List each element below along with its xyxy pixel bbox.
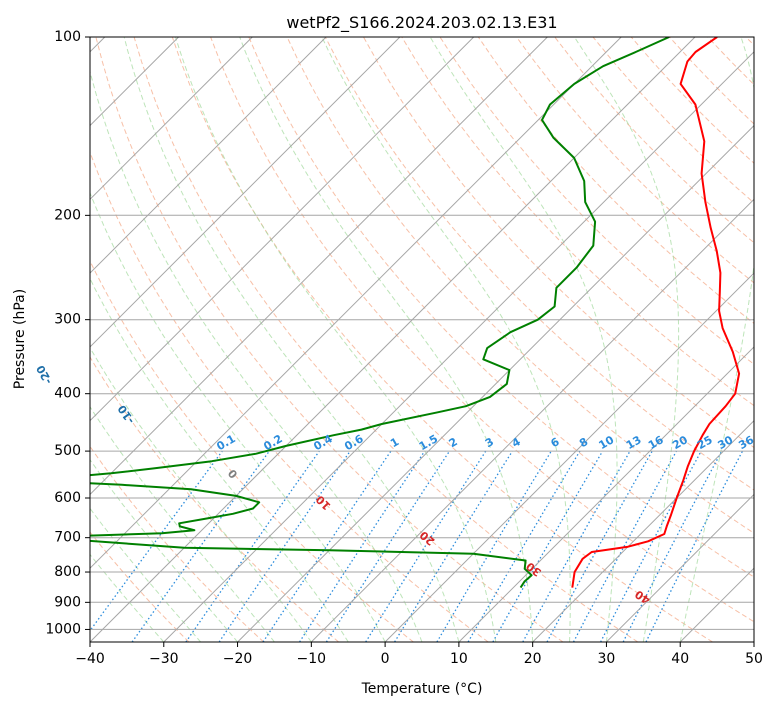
isotherm-line <box>310 198 754 642</box>
isotherm-line <box>163 51 754 642</box>
isotherm-line <box>237 124 754 642</box>
isotherm-line <box>90 37 253 201</box>
axis-layer: −40 −30 −20 −10 0 10 20 30 40 50 100 200 300 400 500 60… <box>45 29 763 667</box>
dry-adiabat-line <box>90 150 489 642</box>
chart-title: wetPf2_S166.2024.203.02.13.E31 <box>286 13 557 33</box>
moist-adiabat-line <box>321 37 571 642</box>
y-tick-label: 900 <box>54 594 81 610</box>
mixing-ratio-line <box>572 450 677 642</box>
moist-adiabat-line <box>573 37 680 642</box>
x-tick-label: 20 <box>524 651 542 667</box>
dry-adiabat-line <box>363 37 754 449</box>
isotherm-line <box>90 37 475 422</box>
y-tick-label: 400 <box>54 386 81 402</box>
x-tick-label: 30 <box>598 651 616 667</box>
mixing-ratio-line <box>299 450 426 642</box>
mixing-ratio-line <box>645 450 744 642</box>
x-tick-label: −30 <box>149 651 179 667</box>
moist-adiabat-line <box>90 553 165 642</box>
temperature-trace <box>571 37 741 588</box>
isotherm-line <box>384 272 754 642</box>
dry-adiabat-line <box>171 37 713 642</box>
moist-adiabat-line <box>90 458 238 642</box>
dry-adiabat-line <box>401 37 754 407</box>
mixing-ratio-line <box>262 450 392 642</box>
y-tick-label: 300 <box>54 312 81 328</box>
dry-adiabat-line <box>133 37 639 642</box>
mixing-ratio-line <box>546 450 653 642</box>
x-tick-label: 0 <box>381 651 390 667</box>
dry-adiabat-line <box>324 37 754 491</box>
moist-adiabat-line <box>429 37 618 642</box>
mixing-ratio-line <box>325 450 451 642</box>
x-tick-label: −40 <box>75 651 105 667</box>
dewpoint-trace <box>90 37 670 589</box>
moist-adiabat-line <box>123 37 460 642</box>
y-tick-label: 200 <box>54 207 81 223</box>
y-tick-label: 100 <box>54 29 81 45</box>
dry-adiabat-line <box>439 37 754 365</box>
data-layer <box>90 37 741 589</box>
x-tick-label: −20 <box>223 651 253 667</box>
dry-adiabat-line <box>90 445 265 642</box>
isotherm-line <box>458 346 754 642</box>
mixing-ratio-line <box>131 450 270 642</box>
moist-adiabat-line <box>90 191 386 642</box>
x-tick-label: 10 <box>450 651 468 667</box>
moist-adiabat-line <box>90 507 202 642</box>
y-tick-label: 600 <box>54 490 81 506</box>
y-tick-label: 700 <box>54 530 81 546</box>
y-tick-label: 500 <box>54 443 81 459</box>
isotherm-line <box>90 37 401 348</box>
isotherm-line <box>90 37 327 274</box>
moist-adiabat-line <box>175 37 497 642</box>
plot-frame <box>89 36 755 643</box>
isotherm-line <box>90 37 622 569</box>
dry-adiabat-line <box>95 37 564 642</box>
x-axis-title: Temperature (°C) <box>361 681 483 697</box>
dry-adiabat-line <box>248 37 754 578</box>
isotherm-line <box>90 37 548 496</box>
moist-adiabat-line <box>90 277 349 642</box>
isotherm-line <box>606 493 754 642</box>
mixing-ratio-line <box>90 450 223 632</box>
mixing-ratio-line <box>185 450 320 642</box>
y-tick-label: 1000 <box>45 621 81 637</box>
moist-adiabat-line <box>90 69 423 642</box>
dry-adiabat-line <box>90 356 339 642</box>
dry-adiabat-line <box>210 37 754 623</box>
y-axis-title: Pressure (hPa) <box>12 289 28 389</box>
grid-layer <box>90 37 754 642</box>
isotherm-line <box>532 419 754 642</box>
moist-adiabat-line <box>90 405 275 642</box>
x-tick-label: 50 <box>745 651 763 667</box>
mixing-ratio-line <box>522 450 631 642</box>
moist-adiabat-line <box>239 37 534 642</box>
y-tick-label: 800 <box>54 564 81 580</box>
dry-adiabat-line <box>90 531 190 642</box>
x-tick-label: 40 <box>671 651 689 667</box>
mixing-ratio-line <box>218 450 351 642</box>
mixing-ratio-line <box>394 450 513 642</box>
moist-adiabat-line <box>679 37 754 642</box>
x-tick-label: −10 <box>297 651 327 667</box>
isotherm-line <box>90 37 696 642</box>
